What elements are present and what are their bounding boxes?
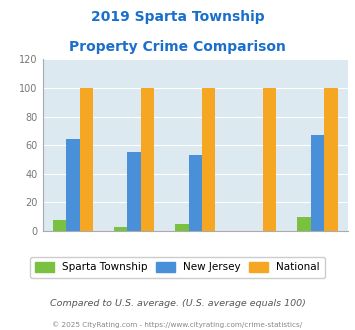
Bar	[189, 155, 202, 231]
Bar	[114, 227, 127, 231]
Bar	[324, 88, 338, 231]
Text: Compared to U.S. average. (U.S. average equals 100): Compared to U.S. average. (U.S. average …	[50, 299, 305, 308]
Text: 2019 Sparta Township: 2019 Sparta Township	[91, 10, 264, 24]
Bar	[175, 224, 189, 231]
Bar	[202, 88, 215, 231]
Bar	[297, 217, 311, 231]
Bar	[66, 140, 80, 231]
Bar	[127, 152, 141, 231]
Bar	[311, 135, 324, 231]
Legend: Sparta Township, New Jersey, National: Sparta Township, New Jersey, National	[30, 257, 325, 278]
Text: Property Crime Comparison: Property Crime Comparison	[69, 40, 286, 53]
Bar	[141, 88, 154, 231]
Bar	[80, 88, 93, 231]
Text: © 2025 CityRating.com - https://www.cityrating.com/crime-statistics/: © 2025 CityRating.com - https://www.city…	[53, 322, 302, 328]
Bar	[263, 88, 277, 231]
Bar	[53, 219, 66, 231]
